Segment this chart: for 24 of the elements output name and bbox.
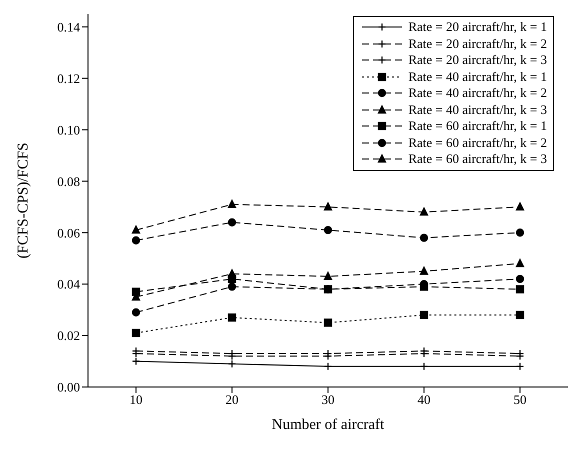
y-tick-label: 0.00: [57, 380, 80, 395]
x-axis-title: Number of aircraft: [272, 417, 386, 433]
x-tick-label: 40: [418, 392, 430, 408]
legend-label: Rate = 20 aircraft/hr, k = 3: [408, 52, 547, 68]
legend-label: Rate = 60 aircraft/hr, k = 1: [408, 118, 547, 134]
y-tick-label: 0.04: [57, 276, 80, 292]
legend-label: Rate = 40 aircraft/hr, k = 2: [408, 85, 547, 102]
legend-label: Rate = 20 aircraft/hr, k = 1: [408, 19, 547, 36]
x-tick-label: 50: [514, 392, 526, 408]
legend-label: Rate = 40 aircraft/hr, k = 3: [408, 102, 547, 118]
x-tick-label: 30: [322, 392, 334, 408]
legend-label: Rate = 40 aircraft/hr, k = 1: [408, 68, 547, 85]
x-tick-label: 10: [130, 392, 142, 408]
y-tick-label: 0.08: [57, 174, 80, 189]
x-tick-label: 20: [226, 392, 238, 408]
y-axis-title: (FCFS-CPS)/FCFS: [15, 142, 32, 258]
y-tick-label: 0.12: [57, 70, 80, 86]
legend-label: Rate = 20 aircraft/hr, k = 2: [408, 36, 547, 52]
y-tick-label: 0.06: [57, 225, 80, 240]
y-tick-label: 0.14: [57, 19, 80, 34]
y-tick-label: 0.10: [57, 122, 80, 138]
legend-label: Rate = 60 aircraft/hr, k = 3: [408, 151, 547, 168]
legend-label: Rate = 60 aircraft/hr, k = 2: [408, 134, 547, 151]
y-tick-label: 0.02: [57, 328, 80, 344]
